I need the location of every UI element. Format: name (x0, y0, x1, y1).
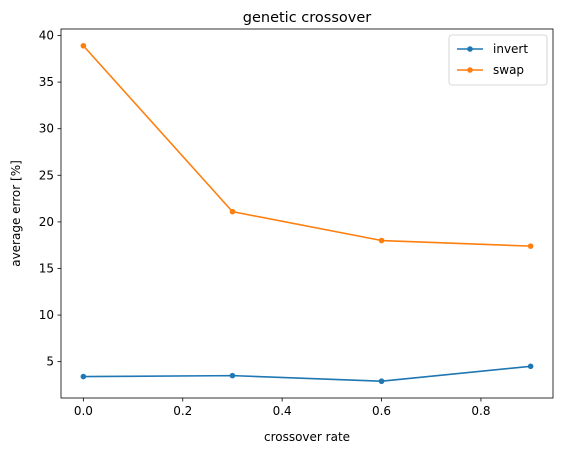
data-point-swap (229, 208, 236, 215)
x-tick-label: 0.0 (74, 404, 93, 418)
y-tick-label: 35 (39, 75, 54, 89)
data-point-invert (527, 363, 534, 370)
data-point-invert (80, 373, 87, 380)
legend-marker-invert (467, 46, 473, 52)
series-line-invert (83, 365, 531, 383)
y-tick-label: 10 (39, 308, 54, 322)
y-tick-label: 15 (39, 261, 54, 275)
x-tick-label: 0.8 (471, 404, 490, 418)
series-line-swap (82, 45, 531, 247)
x-axis-label: crossover rate (264, 430, 350, 444)
plot-frame (60, 28, 554, 399)
legend-label-invert: invert (493, 42, 528, 56)
legend-label-swap: swap (493, 63, 524, 77)
y-tick-label: 40 (39, 29, 54, 43)
data-point-invert (229, 372, 236, 379)
legend-marker-swap (467, 67, 473, 73)
series-lines (80, 42, 534, 385)
legend: invert swap (448, 34, 548, 86)
y-axis-label: average error [%] (9, 160, 23, 267)
data-point-invert (378, 378, 385, 385)
y-tick-label: 20 (39, 215, 54, 229)
data-point-swap (80, 42, 87, 49)
y-tick-label: 5 (46, 355, 54, 369)
chart-title: genetic crossover (243, 10, 371, 26)
data-point-swap (527, 243, 534, 249)
y-tick-label: 25 (39, 168, 54, 182)
data-point-swap (378, 237, 385, 244)
axes: 0.0 0.2 0.4 0.6 0.8 5 10 15 20 25 30 35 40 (39, 28, 554, 418)
legend-box (448, 34, 548, 86)
x-tick-label: 0.6 (372, 404, 391, 418)
x-tick-label: 0.2 (173, 404, 192, 418)
y-tick-label: 30 (39, 122, 54, 136)
x-tick-label: 0.4 (273, 404, 292, 418)
